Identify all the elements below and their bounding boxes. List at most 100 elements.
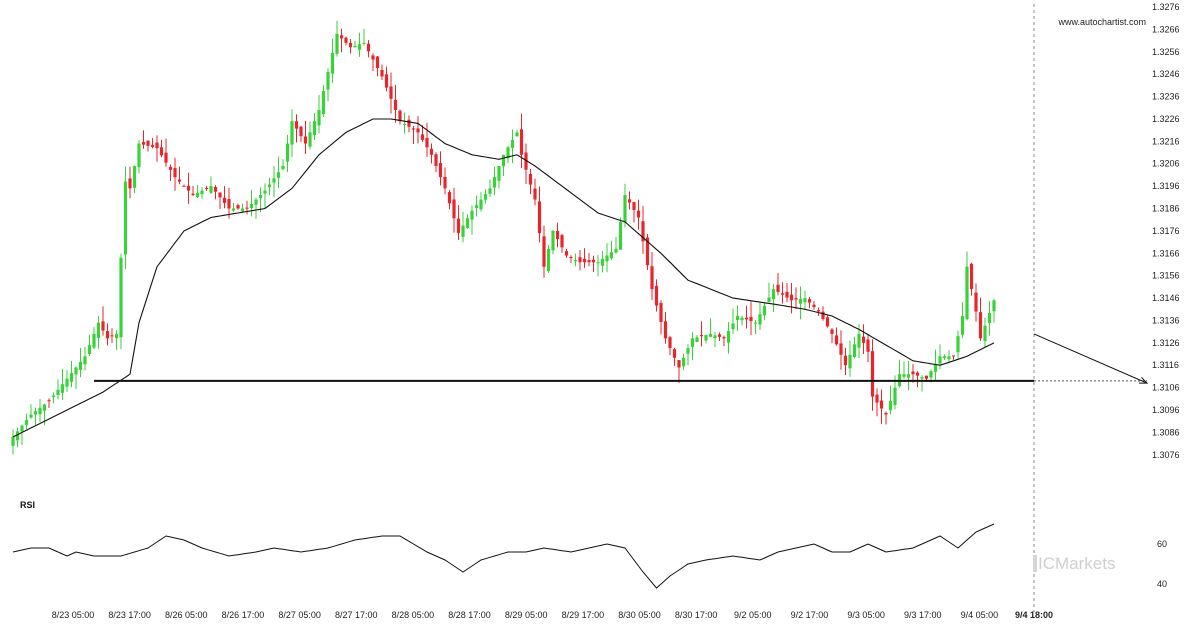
candle-down	[641, 221, 645, 242]
candle-down	[821, 311, 825, 319]
candle-down	[366, 43, 371, 52]
candle-down	[911, 371, 915, 375]
candle-down	[141, 141, 146, 145]
candle-up	[312, 121, 317, 136]
candle-down	[654, 285, 659, 306]
time-tick-label: 9/2 17:00	[791, 610, 829, 620]
candle-down	[438, 163, 443, 178]
candle-up	[335, 33, 339, 54]
price-tick-label: 1.3226	[1152, 114, 1180, 124]
time-tick-label: 8/29 17:00	[562, 610, 605, 620]
candle-up	[357, 44, 362, 50]
candle-down	[776, 284, 780, 292]
candle-up	[515, 132, 519, 137]
candle-down	[398, 110, 402, 122]
candle-up	[479, 199, 483, 210]
candle-up	[690, 338, 695, 347]
candle-up	[263, 190, 267, 194]
candle-up	[960, 315, 965, 335]
forecast-arrow-line	[1033, 333, 1148, 384]
candle-up	[906, 374, 911, 378]
candle-down	[452, 199, 456, 219]
candle-down	[186, 185, 191, 191]
candle-up	[609, 252, 614, 259]
candle-down	[213, 186, 218, 192]
time-tick-label: 9/3 05:00	[847, 610, 885, 620]
candle-down	[537, 201, 542, 234]
candle-up	[965, 266, 969, 320]
candle-down	[128, 178, 132, 189]
candle-down	[677, 360, 681, 368]
candle-down	[564, 251, 569, 256]
moving-average-line	[12, 118, 995, 438]
candle-down	[807, 299, 812, 303]
forecast-arrow-head	[1138, 377, 1149, 384]
time-tick-label: 9/2 05:00	[734, 610, 772, 620]
time-axis-labels: 8/23 05:00 8/23 17:00 8/26 05:00 8/26 17:00…	[52, 610, 1053, 620]
candle-up	[618, 221, 623, 250]
candle-up	[902, 374, 906, 377]
watermark-url[interactable]: www.autochartist.com	[1057, 17, 1146, 27]
time-tick-label: 8/23 17:00	[108, 610, 151, 620]
price-tick-label: 1.3106	[1152, 383, 1180, 393]
time-tick-label: 8/27 17:00	[335, 610, 378, 620]
candle-up	[353, 45, 357, 48]
candle-down	[974, 292, 978, 312]
candle-down	[636, 210, 641, 218]
candle-up	[983, 325, 987, 342]
candle-up	[308, 132, 312, 147]
price-tick-label: 1.3166	[1152, 248, 1180, 258]
time-tick-label: 9/4 05:00	[961, 610, 999, 620]
candle-up	[704, 335, 708, 341]
candle-up	[65, 378, 69, 387]
price-tick-label: 1.3146	[1152, 293, 1180, 303]
candle-up	[74, 367, 78, 375]
price-tick-label: 1.3076	[1152, 450, 1180, 460]
candle-up	[510, 139, 515, 148]
candle-down	[830, 329, 834, 334]
time-tick-label: 8/30 05:00	[618, 610, 661, 620]
candle-up	[56, 389, 60, 396]
forecast-arrow	[1033, 333, 1149, 384]
candle-down	[542, 236, 546, 267]
candle-down	[668, 337, 672, 349]
price-tick-label: 1.3176	[1152, 226, 1180, 236]
price-tick-label: 1.3156	[1152, 271, 1180, 281]
candle-up	[987, 313, 992, 323]
candle-up	[596, 262, 600, 264]
candle-up	[956, 336, 960, 353]
time-tick-label: 8/26 17:00	[222, 610, 265, 620]
candle-up	[326, 71, 330, 90]
candle-down	[884, 412, 888, 415]
candle-down	[879, 400, 884, 409]
candle-down	[780, 293, 785, 295]
candle-up	[119, 257, 123, 338]
candle-up	[132, 165, 137, 188]
candle-up	[686, 348, 690, 354]
rsi-tick-label: 60	[1157, 539, 1167, 549]
candle-up	[137, 143, 141, 168]
candle-down	[816, 310, 821, 312]
candle-up	[200, 190, 204, 195]
candle-up	[461, 225, 465, 237]
candle-down	[344, 37, 348, 43]
candle-up	[695, 337, 699, 343]
candle-down	[870, 351, 875, 397]
candle-up	[492, 177, 497, 188]
candle-up	[240, 208, 245, 212]
candle-down	[866, 339, 870, 352]
candle-up	[798, 298, 803, 304]
candle-up	[38, 407, 42, 415]
candle-up	[69, 373, 74, 382]
candle-up	[285, 143, 290, 162]
candle-up	[96, 322, 101, 338]
time-tick-label: 8/29 05:00	[505, 610, 548, 620]
candle-down	[533, 188, 537, 200]
rsi-line	[12, 523, 995, 589]
candle-down	[294, 121, 299, 129]
candle-down	[371, 55, 375, 60]
candle-down	[587, 260, 591, 263]
candle-up	[857, 333, 861, 348]
candle-up	[281, 165, 285, 170]
candle-down	[164, 152, 168, 163]
